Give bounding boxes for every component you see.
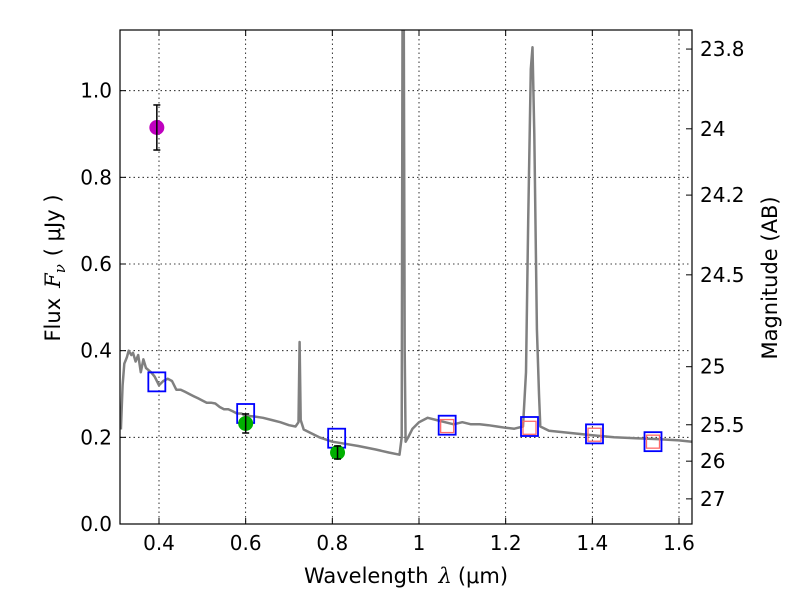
y-tick-label: 0.4	[80, 339, 112, 363]
x-tick-label: 0.6	[230, 531, 262, 555]
x-axis-symbol: λ	[438, 564, 452, 588]
y-tick-label: 1.0	[80, 79, 112, 103]
x-tick-label: 1	[413, 531, 426, 555]
observed-square	[440, 418, 455, 434]
spectrum-series	[120, 30, 692, 456]
y-axis-symbol: F	[41, 272, 65, 289]
y2-axis-title: Magnitude (AB)	[758, 196, 782, 359]
model-square	[147, 371, 167, 393]
y-tick-label: 0.6	[80, 252, 112, 276]
x-tick-label: 0.8	[316, 531, 348, 555]
model-square	[520, 416, 539, 437]
observed-square	[645, 434, 661, 449]
spectrum-line	[120, 30, 692, 456]
axis-ticks: 0.4 0.6 0.8 1 1.2 1.4 1.6 0.0 0.2 0.4 0.6 0.8 1.0 23.…	[80, 30, 745, 555]
y2-tick-label: 25	[700, 355, 725, 379]
observed-square	[522, 420, 537, 435]
x-axis-unit: (μm)	[458, 564, 508, 588]
x-axis-title: Wavelength λ (μm)	[304, 564, 508, 588]
y-axis-title: Flux Fν ( μJy )	[41, 194, 69, 341]
model-square	[585, 423, 604, 445]
model-square	[643, 431, 663, 453]
y-tick-label: 0.0	[80, 512, 112, 536]
x-tick-label: 1.4	[576, 531, 608, 555]
observed-square	[587, 427, 602, 442]
x-tick-label: 1.6	[663, 531, 695, 555]
y-tick-label: 0.2	[80, 425, 112, 449]
y-tick-label: 0.8	[80, 165, 112, 189]
x-axis-title-prefix: Wavelength	[304, 564, 429, 588]
y-axis-unit: ( μJy )	[41, 194, 65, 256]
y2-tick-label: 23.8	[700, 37, 745, 61]
y-axis-subscript: ν	[51, 264, 69, 273]
plot-frame	[119, 29, 693, 525]
y2-tick-label: 26	[700, 449, 725, 473]
x-tick-label: 1.2	[490, 531, 522, 555]
model-square	[327, 427, 347, 449]
y-axis-title-prefix: Flux	[41, 298, 65, 342]
x-tick-label: 0.4	[143, 531, 175, 555]
y2-tick-label: 25.5	[700, 413, 745, 437]
y2-tick-label: 27	[700, 487, 725, 511]
y2-tick-label: 24.5	[700, 263, 745, 287]
photometry-marks	[147, 104, 663, 460]
y2-tick-label: 24.2	[700, 183, 745, 207]
grid	[120, 30, 692, 525]
model-square	[437, 414, 457, 436]
y2-tick-label: 24	[700, 117, 725, 141]
